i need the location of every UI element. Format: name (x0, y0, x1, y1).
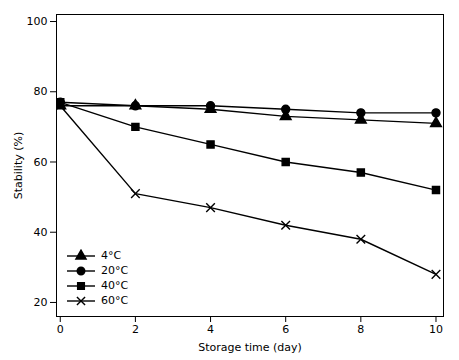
svg-text:100: 100 (27, 15, 48, 28)
html-text:20°C: 20°C (101, 264, 129, 277)
svg-text:4: 4 (207, 323, 214, 336)
svg-text:80: 80 (34, 85, 48, 98)
html-text:4°C: 4°C (101, 249, 122, 262)
svg-text:20: 20 (34, 296, 48, 309)
svg-text:Storage time (day): Storage time (day) (198, 341, 302, 354)
svg-text:8: 8 (357, 323, 364, 336)
html-text:40°C: 40°C (101, 279, 129, 292)
svg-text:2: 2 (132, 323, 139, 336)
svg-text:10: 10 (429, 323, 443, 336)
svg-text:Stability (%): Stability (%) (12, 132, 25, 200)
html-text:60°C: 60°C (101, 294, 129, 307)
svg-text:60: 60 (34, 156, 48, 169)
svg-text:40: 40 (34, 226, 48, 239)
svg-text:0: 0 (57, 323, 64, 336)
svg-text:6: 6 (282, 323, 289, 336)
